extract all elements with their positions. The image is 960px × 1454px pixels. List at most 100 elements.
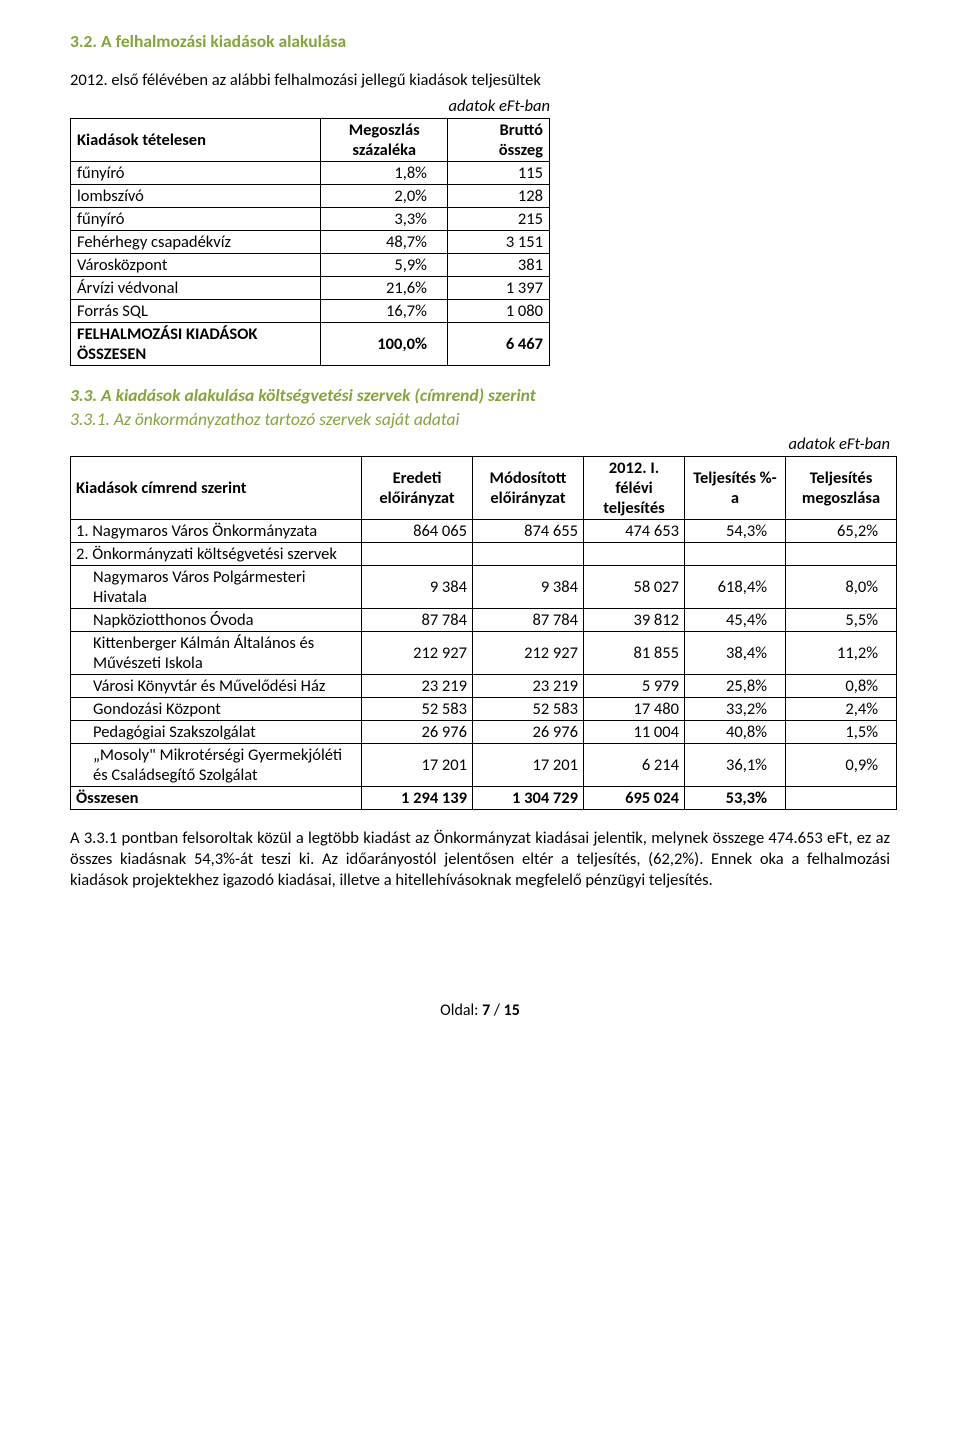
cell: 17 201 [362,744,473,787]
cell-val: 6 467 [447,323,549,366]
table-row: Árvízi védvonal21,6%1 397 [71,277,550,300]
cell: Gondozási Központ [71,698,362,721]
cell: 11,2% [786,632,897,675]
t2-col-d: Teljesítés %-a [685,457,786,520]
cell: 52 583 [473,698,584,721]
page-footer: Oldal: 7 / 15 [70,1001,890,1020]
cell: 23 219 [362,675,473,698]
table-row: Kittenberger Kálmán Általános és Művésze… [71,632,897,675]
cell: 212 927 [473,632,584,675]
table-row: Gondozási Központ52 58352 58317 48033,2%… [71,698,897,721]
cell: 38,4% [685,632,786,675]
cell: 474 653 [584,520,685,543]
cell-name: Forrás SQL [71,300,321,323]
table-row: Nagymaros Város Polgármesteri Hivatala9 … [71,566,897,609]
cell [584,543,685,566]
section-heading-32: 3.2. A felhalmozási kiadások alakulása [70,30,890,52]
table2-caption: adatok eFt-ban [70,434,890,454]
cell: 1 294 139 [362,787,473,810]
cell-name: Városközpont [71,254,321,277]
cell: 1 304 729 [473,787,584,810]
section-heading-331: 3.3.1. Az önkormányzathoz tartozó szerve… [70,408,890,430]
body-paragraph: A 3.3.1 pontban felsoroltak közül a legt… [70,828,890,891]
table-row: Forrás SQL16,7%1 080 [71,300,550,323]
cell: 58 027 [584,566,685,609]
cell [362,543,473,566]
cell: 5 979 [584,675,685,698]
cell: 874 655 [473,520,584,543]
cell [685,543,786,566]
cell: 39 812 [584,609,685,632]
cell-name: Árvízi védvonal [71,277,321,300]
cell: 1. Nagymaros Város Önkormányzata [71,520,362,543]
cell: 33,2% [685,698,786,721]
cell: 17 480 [584,698,685,721]
table-row-total: FELHALMOZÁSI KIADÁSOK ÖSSZESEN100,0%6 46… [71,323,550,366]
cell: 26 976 [362,721,473,744]
table-row: Napköziotthonos Óvoda87 78487 78439 8124… [71,609,897,632]
cell-pct: 16,7% [321,300,448,323]
cell-val: 115 [447,162,549,185]
cell: 11 004 [584,721,685,744]
cell: Pedagógiai Szakszolgálat [71,721,362,744]
cell: 1,5% [786,721,897,744]
cell-name: lombszívó [71,185,321,208]
cell: 87 784 [473,609,584,632]
cell-val: 381 [447,254,549,277]
footer-total: 15 [504,1001,520,1020]
cell: 212 927 [362,632,473,675]
table-row: fűnyíró3,3%215 [71,208,550,231]
cell: 23 219 [473,675,584,698]
table-row: 1. Nagymaros Város Önkormányzata864 0658… [71,520,897,543]
cell: 9 384 [362,566,473,609]
cell-val: 1 080 [447,300,549,323]
cell-name: Fehérhegy csapadékvíz [71,231,321,254]
table-row: 2. Önkormányzati költségvetési szervek [71,543,897,566]
cell: 87 784 [362,609,473,632]
cell-val: 1 397 [447,277,549,300]
intro-line: 2012. első félévében az alábbi felhalmoz… [70,70,890,90]
cell-pct: 5,9% [321,254,448,277]
cell-name: FELHALMOZÁSI KIADÁSOK ÖSSZESEN [71,323,321,366]
table-kiadasok-cimrend: Kiadások címrend szerint Eredeti előirán… [70,456,897,810]
cell: 54,3% [685,520,786,543]
t2-col-c: 2012. I. félévi teljesítés [584,457,685,520]
cell-val: 215 [447,208,549,231]
table1-header-row: Kiadások tételesen Megoszlás százaléka B… [71,119,550,162]
table-row: Városi Könyvtár és Művelődési Ház23 2192… [71,675,897,698]
table-row: Pedagógiai Szakszolgálat26 97626 97611 0… [71,721,897,744]
t1-col-name: Kiadások tételesen [71,119,321,162]
table-row: „Mosoly" Mikrotérségi Gyermekjóléti és C… [71,744,897,787]
table-row: Fehérhegy csapadékvíz48,7%3 151 [71,231,550,254]
cell: 40,8% [685,721,786,744]
footer-page: 7 [482,1001,490,1020]
table-row: lombszívó2,0%128 [71,185,550,208]
cell [786,787,897,810]
table-felhalmozasi: Kiadások tételesen Megoszlás százaléka B… [70,118,550,366]
t2-col-e: Teljesítés megoszlása [786,457,897,520]
cell [786,543,897,566]
cell: 65,2% [786,520,897,543]
cell-pct: 1,8% [321,162,448,185]
table2-header-row: Kiadások címrend szerint Eredeti előirán… [71,457,897,520]
table-row-total: Összesen1 294 1391 304 729695 02453,3% [71,787,897,810]
cell: Összesen [71,787,362,810]
t2-col-a: Eredeti előirányzat [362,457,473,520]
cell-pct: 100,0% [321,323,448,366]
cell: „Mosoly" Mikrotérségi Gyermekjóléti és C… [71,744,362,787]
t2-col-b: Módosított előirányzat [473,457,584,520]
cell: Városi Könyvtár és Művelődési Ház [71,675,362,698]
cell: 0,9% [786,744,897,787]
cell: 81 855 [584,632,685,675]
cell-pct: 3,3% [321,208,448,231]
cell: Nagymaros Város Polgármesteri Hivatala [71,566,362,609]
cell: 9 384 [473,566,584,609]
cell: 53,3% [685,787,786,810]
table1-caption: adatok eFt-ban [70,96,550,116]
cell: 26 976 [473,721,584,744]
cell: 17 201 [473,744,584,787]
cell [473,543,584,566]
cell-name: fűnyíró [71,208,321,231]
cell-name: fűnyíró [71,162,321,185]
cell: 8,0% [786,566,897,609]
